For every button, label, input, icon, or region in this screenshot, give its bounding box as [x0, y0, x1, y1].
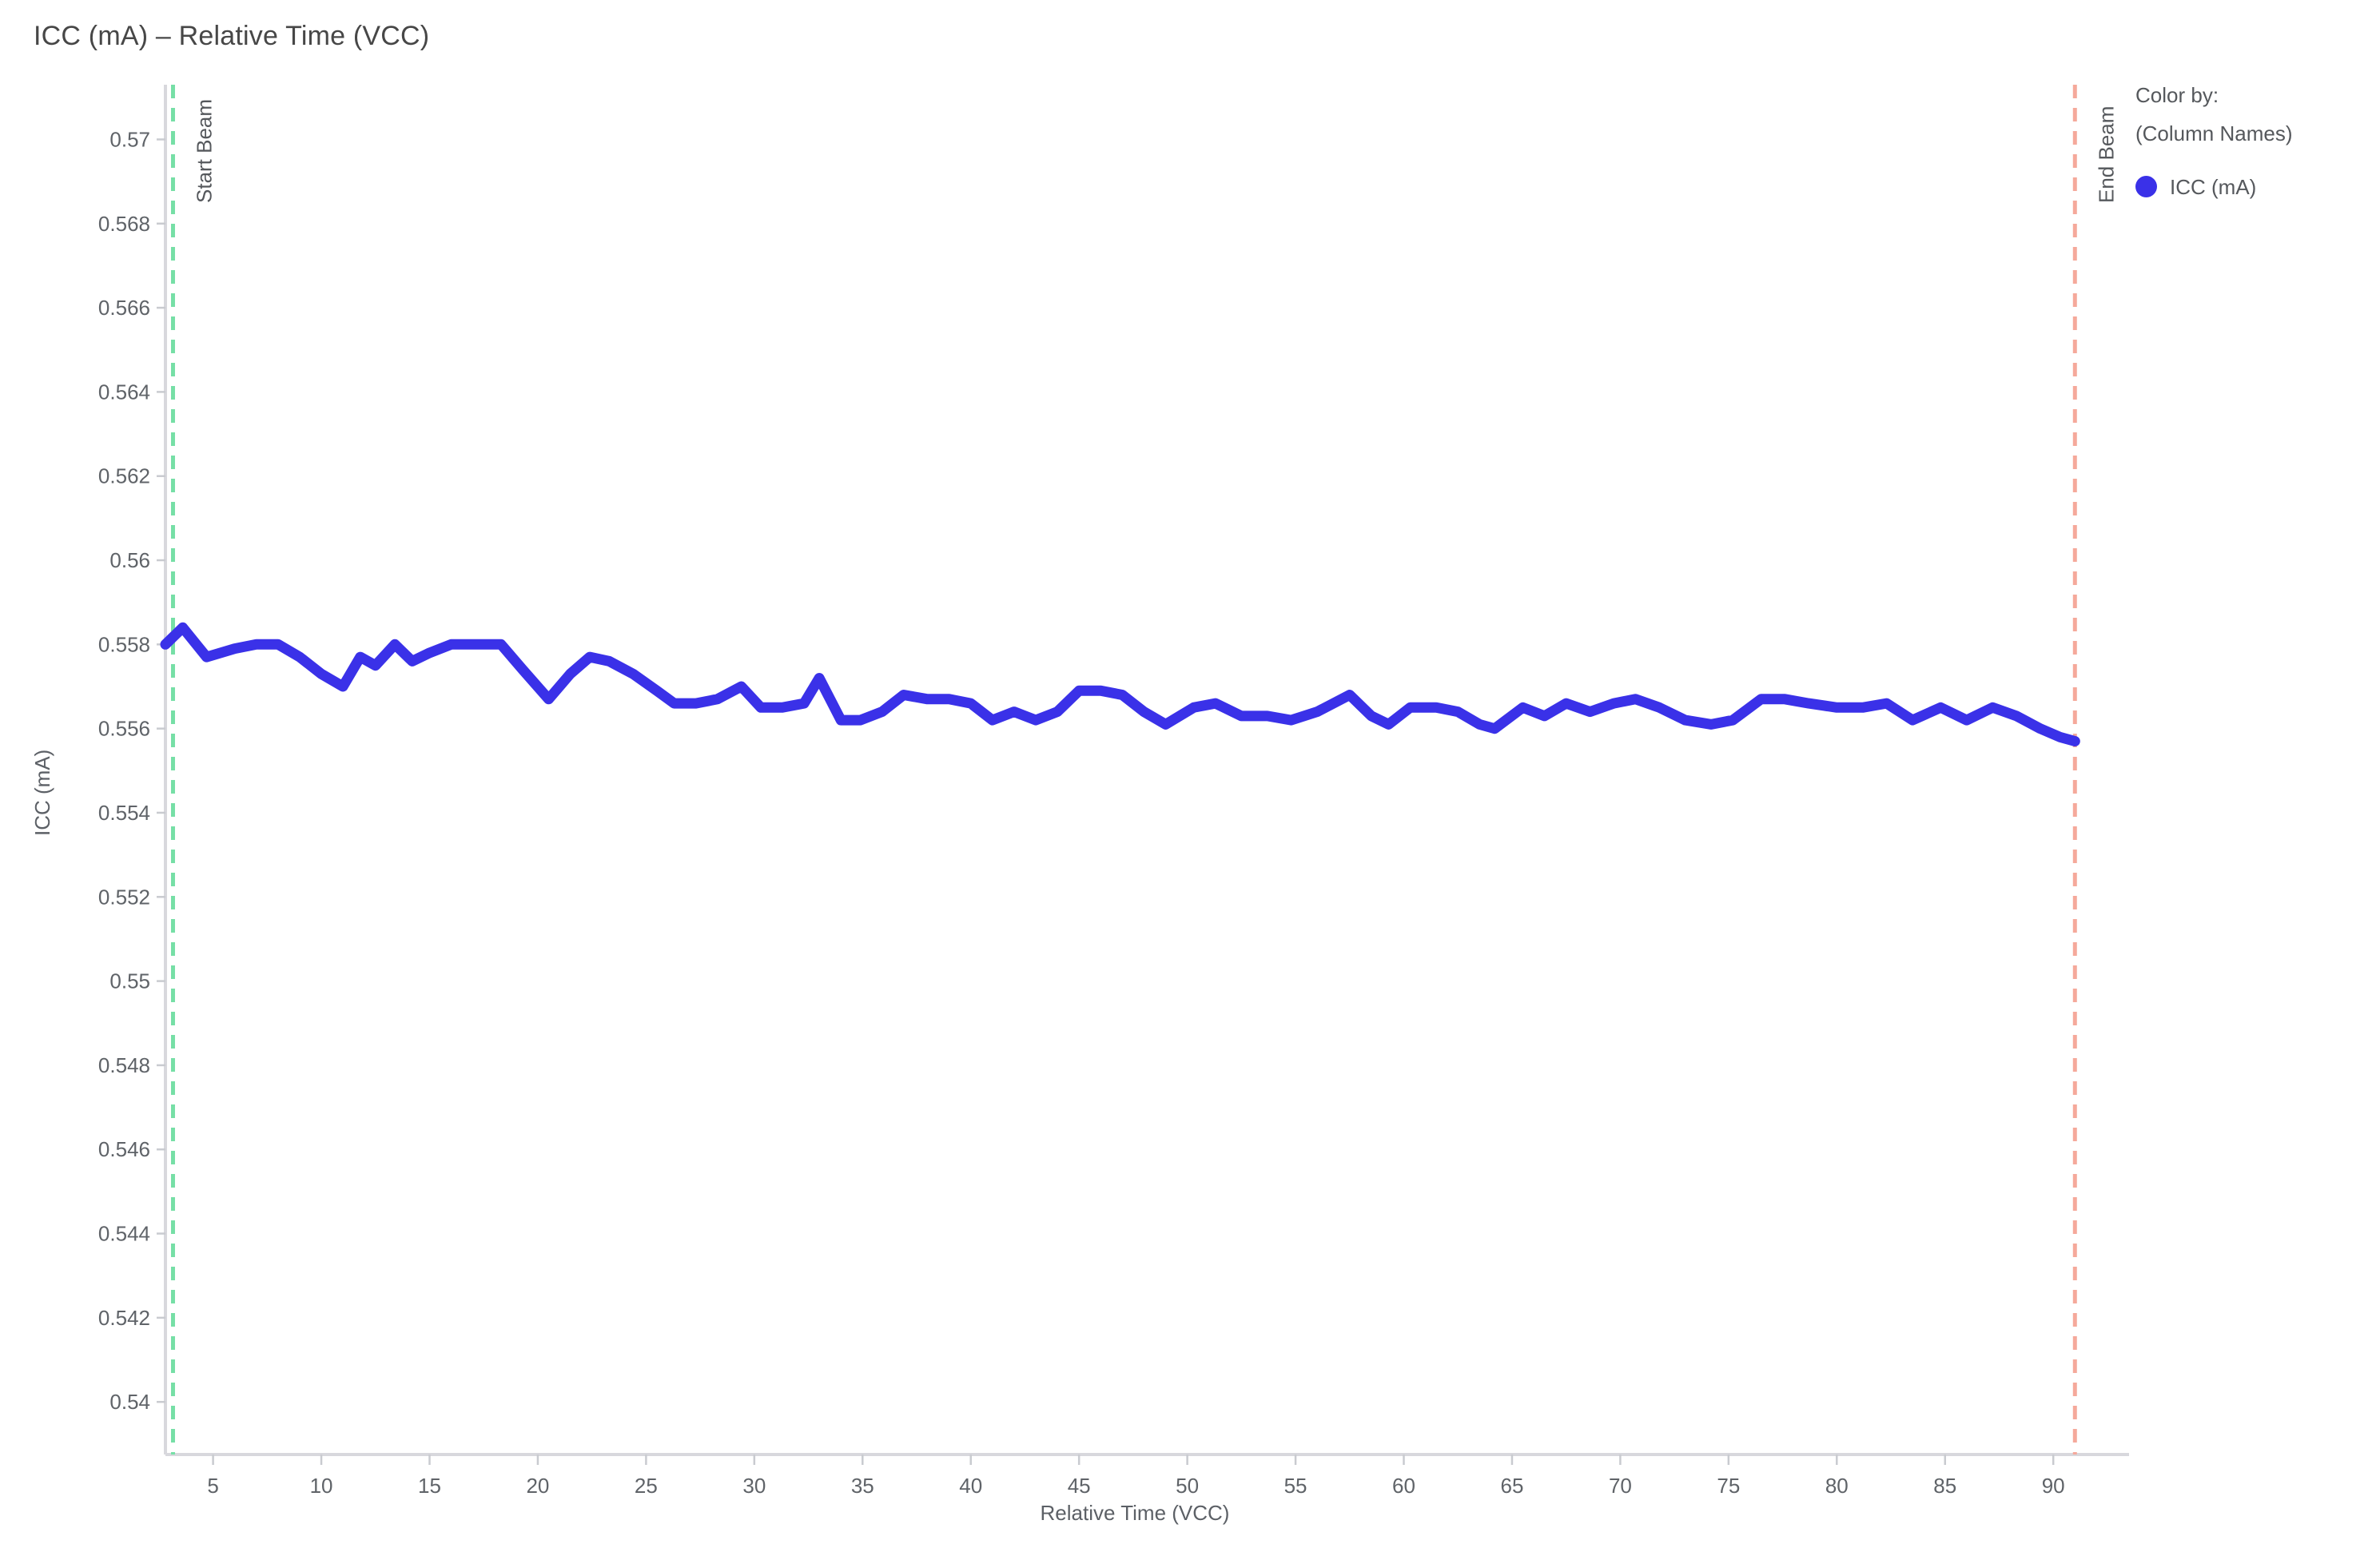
x-tick-label: 85	[1933, 1474, 1956, 1498]
y-axis-title: ICC (mA)	[30, 750, 54, 836]
legend: Color by: (Column Names) ICC (mA)	[2135, 85, 2293, 197]
y-tick-label: 0.562	[98, 464, 150, 488]
legend-color-dot	[2135, 176, 2157, 197]
x-tick-label: 60	[1392, 1474, 1415, 1498]
y-axis-ticks: 0.57 0.568 0.566 0.564 0.562 0.56 0.558 0.556 0.…	[98, 127, 165, 1414]
x-tick-label: 10	[310, 1474, 333, 1498]
legend-title: Color by:	[2135, 83, 2219, 107]
x-tick-label: 75	[1717, 1474, 1740, 1498]
x-tick-label: 30	[742, 1474, 766, 1498]
x-tick-label: 90	[2042, 1474, 2065, 1498]
series-line-icc	[160, 622, 2080, 746]
y-tick-label: 0.556	[98, 717, 150, 741]
y-tick-label: 0.564	[98, 380, 150, 404]
x-tick-label: 15	[418, 1474, 441, 1498]
start-beam-label: Start Beam	[192, 99, 216, 203]
y-tick-label: 0.552	[98, 885, 150, 909]
x-tick-label: 40	[959, 1474, 982, 1498]
y-tick-label: 0.54	[109, 1390, 150, 1414]
x-tick-label: 55	[1284, 1474, 1307, 1498]
y-tick-label: 0.566	[98, 296, 150, 320]
chart-title: ICC (mA) – Relative Time (VCC)	[34, 21, 430, 51]
series-group	[160, 622, 2080, 746]
y-tick-label: 0.55	[109, 969, 150, 993]
x-axis-ticks: 5 10 15 20 25 30 35 40 45 50 55 60 65 70 75 80 85 90	[207, 1455, 2065, 1498]
legend-item-icc[interactable]: ICC (mA)	[2135, 176, 2293, 197]
x-tick-label: 65	[1500, 1474, 1523, 1498]
x-tick-label: 25	[635, 1474, 658, 1498]
y-tick-label: 0.568	[98, 212, 150, 236]
annotation-lines: Start Beam End Beam	[170, 85, 2118, 1455]
x-tick-label: 50	[1176, 1474, 1199, 1498]
x-tick-label: 45	[1068, 1474, 1091, 1498]
y-tick-label: 0.548	[98, 1053, 150, 1077]
x-tick-label: 70	[1609, 1474, 1632, 1498]
end-beam-label: End Beam	[2094, 106, 2118, 203]
x-axis-title: Relative Time (VCC)	[1041, 1501, 1230, 1525]
legend-subtitle: (Column Names)	[2135, 121, 2293, 145]
y-tick-label: 0.56	[109, 548, 150, 572]
y-tick-label: 0.546	[98, 1137, 150, 1161]
x-tick-label: 80	[1825, 1474, 1849, 1498]
y-tick-label: 0.558	[98, 632, 150, 656]
x-tick-label: 5	[207, 1474, 218, 1498]
legend-item-label: ICC (mA)	[2170, 174, 2257, 199]
y-tick-label: 0.554	[98, 801, 150, 825]
x-tick-label: 20	[526, 1474, 549, 1498]
x-tick-label: 35	[851, 1474, 874, 1498]
y-tick-label: 0.57	[109, 127, 150, 151]
y-tick-label: 0.542	[98, 1306, 150, 1330]
y-tick-label: 0.544	[98, 1222, 150, 1246]
axes	[164, 85, 2129, 1456]
